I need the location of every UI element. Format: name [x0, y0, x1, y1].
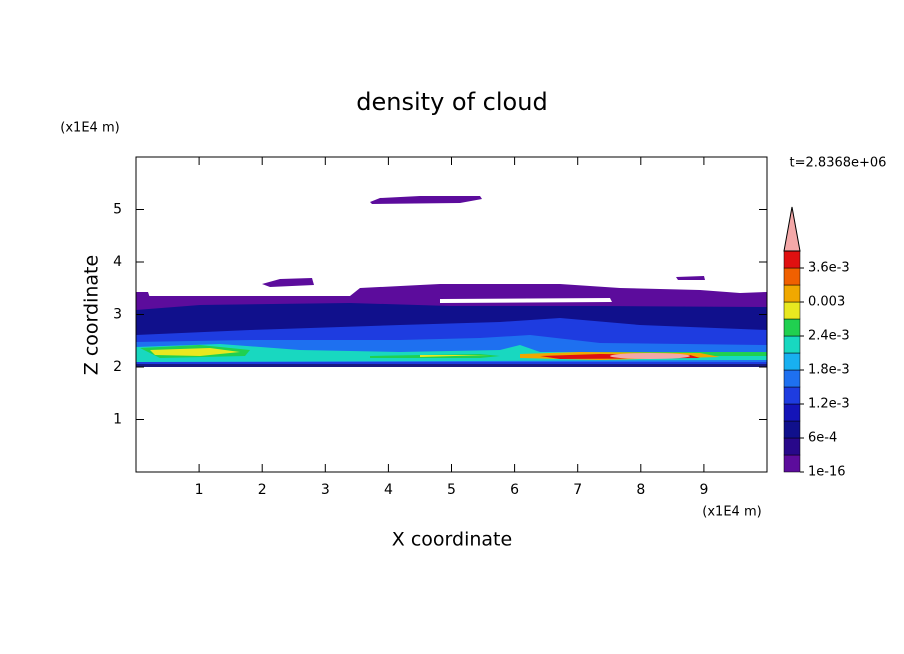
y-tick-label: 3 — [113, 307, 122, 323]
colorbar-extend — [783, 206, 801, 252]
colorbar-tick-label: 3.6e-3 — [808, 261, 850, 276]
contour-fill — [136, 292, 150, 298]
x-tick-label: 4 — [384, 482, 393, 498]
colorbar-band — [783, 267, 801, 286]
y-unit: (x1E4 m) — [60, 121, 119, 136]
colorbar-band — [783, 318, 801, 337]
x-tick-label: 5 — [447, 482, 456, 498]
x-tick-label: 6 — [510, 482, 519, 498]
colorbar-tick-label: 1.2e-3 — [808, 397, 850, 412]
x-tick-label: 1 — [195, 482, 204, 498]
contour-fill — [610, 353, 690, 359]
colorbar-band — [783, 352, 801, 371]
contour-gap — [440, 298, 612, 303]
y-tick-label: 4 — [113, 254, 122, 270]
y-tick-label: 1 — [113, 412, 122, 428]
contour-fill — [676, 276, 705, 280]
colorbar-tick-label: 6e-4 — [808, 431, 837, 446]
contour-fill — [370, 196, 482, 204]
contour-field — [136, 196, 767, 367]
x-tick-label: 9 — [699, 482, 708, 498]
colorbar-band — [783, 335, 801, 354]
colorbar-tick-label: 2.4e-3 — [808, 329, 850, 344]
contour-fill — [136, 364, 767, 367]
chart-title: density of cloud — [356, 88, 547, 116]
colorbar-tick-label: 0.003 — [808, 295, 845, 310]
y-axis-label: Z coordinate — [81, 255, 103, 375]
x-axis-label: X coordinate — [392, 529, 512, 551]
contour-fill — [350, 284, 767, 296]
colorbar-band — [783, 454, 801, 473]
contour-fill — [420, 355, 490, 357]
contour-fill — [150, 348, 240, 356]
colorbar-tick-label: 1e-16 — [808, 465, 846, 480]
colorbar-band — [783, 369, 801, 388]
colorbar-band — [783, 420, 801, 439]
contour-fill — [262, 278, 314, 287]
x-tick-label: 3 — [321, 482, 330, 498]
y-tick-label: 5 — [113, 202, 122, 218]
colorbar-band — [783, 386, 801, 405]
colorbar-band — [783, 437, 801, 456]
colorbar-band — [783, 403, 801, 422]
time-label: t=2.8368e+06 — [790, 156, 887, 171]
colorbar-band — [783, 284, 801, 303]
x-tick-label: 8 — [636, 482, 645, 498]
colorbar-band — [783, 301, 801, 320]
x-tick-label: 7 — [573, 482, 582, 498]
x-tick-label: 2 — [258, 482, 267, 498]
colorbar-tick-label: 1.8e-3 — [808, 363, 850, 378]
y-tick-label: 2 — [113, 359, 122, 375]
x-unit: (x1E4 m) — [702, 505, 761, 520]
colorbar-band — [783, 250, 801, 269]
